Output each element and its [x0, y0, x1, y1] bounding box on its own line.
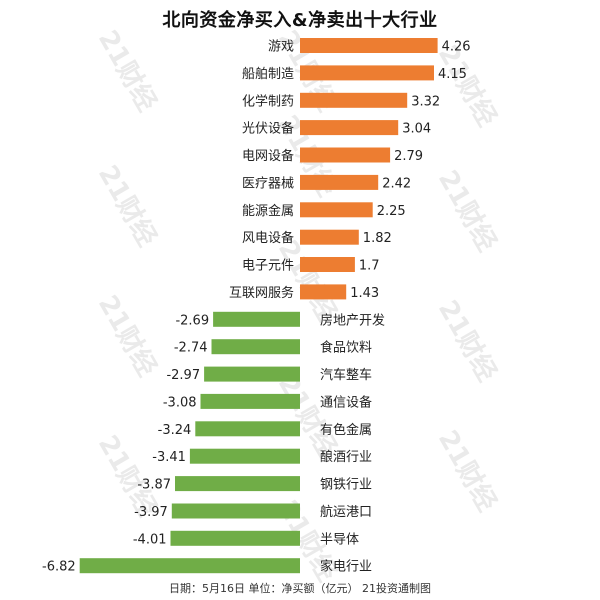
bar: [300, 174, 379, 190]
bar: [79, 558, 300, 574]
category-label: 电子元件: [242, 259, 294, 274]
category-label: 汽车整车: [320, 367, 372, 383]
category-label: 通信设备: [320, 394, 372, 410]
value-label: 2.42: [382, 176, 411, 191]
value-label: -4.01: [133, 532, 167, 547]
watermark-text: 21财经: [92, 290, 163, 382]
bar: [300, 38, 438, 53]
value-label: -3.97: [134, 505, 168, 520]
bar: [300, 202, 373, 218]
chart-title: 北向资金净买入&净卖出十大行业: [162, 10, 438, 31]
category-label: 光伏设备: [242, 121, 294, 137]
category-label: 互联网服务: [229, 285, 294, 301]
value-label: 4.15: [438, 67, 467, 82]
category-label: 游戏: [268, 40, 294, 55]
value-label: -3.08: [163, 395, 197, 410]
bar: [195, 421, 300, 437]
watermark-text: 21财经: [432, 425, 503, 517]
bar: [189, 448, 300, 464]
watermark-text: 21财经: [272, 370, 343, 462]
category-label: 医疗器械: [242, 176, 294, 191]
value-label: -6.82: [42, 560, 76, 575]
watermark-text: 21财经: [432, 295, 503, 387]
bar: [171, 503, 300, 519]
value-label: -2.69: [175, 313, 209, 328]
value-label: -3.41: [152, 450, 186, 465]
watermark-text: 21财经: [432, 165, 503, 257]
bar: [211, 339, 300, 355]
bar: [300, 257, 355, 272]
value-label: -3.87: [137, 478, 171, 493]
bar: [300, 229, 359, 245]
value-label: 2.79: [394, 149, 423, 164]
watermark-text: 21财经: [92, 160, 163, 252]
bar: [204, 366, 300, 382]
bar: [175, 476, 300, 492]
bar: [170, 530, 300, 546]
category-label: 能源金属: [242, 203, 294, 219]
value-label: -3.24: [158, 423, 192, 438]
value-label: 3.32: [411, 94, 440, 109]
category-label: 食品饮料: [320, 340, 372, 356]
bar: [300, 65, 434, 81]
bar: [300, 284, 347, 300]
bar: [200, 393, 300, 409]
category-label: 船舶制造: [242, 66, 294, 82]
value-label: 1.7: [359, 259, 380, 274]
category-label: 风电设备: [242, 230, 294, 246]
category-label: 酿酒行业: [320, 449, 372, 465]
value-label: -2.74: [174, 341, 208, 356]
chart-footer: 日期：5月16日 单位：净买额（亿元） 21投资通制图: [169, 582, 431, 595]
watermark-text: 21财经: [92, 25, 163, 117]
value-label: 1.82: [363, 231, 392, 246]
category-label: 半导体: [320, 532, 359, 547]
bar: [300, 92, 408, 108]
category-label: 房地产开发: [320, 312, 385, 328]
category-label: 航运港口: [320, 504, 372, 520]
bar: [300, 120, 399, 136]
value-label: 2.25: [377, 204, 406, 219]
value-label: -2.97: [166, 368, 200, 383]
category-label: 钢铁行业: [320, 478, 372, 493]
labels-layer: 游戏 4.26 船舶制造 4.15 化学制药 3.32 光伏设备 3.04 电网设备 2.79 医疗…: [42, 40, 470, 575]
category-label: 电网设备: [242, 148, 294, 164]
bar: [300, 147, 391, 163]
value-label: 3.04: [402, 122, 431, 137]
watermark-layer: 21财经 21财经21财经21财经21财经21财经21财经21财经21财经21财经…: [92, 25, 503, 587]
category-label: 家电行业: [320, 559, 372, 575]
bar: [213, 311, 300, 327]
category-label: 化学制药: [242, 93, 294, 109]
bars-layer: [79, 38, 438, 574]
category-label: 有色金属: [320, 422, 372, 438]
value-label: 4.26: [442, 40, 471, 55]
value-label: 1.43: [350, 286, 379, 301]
